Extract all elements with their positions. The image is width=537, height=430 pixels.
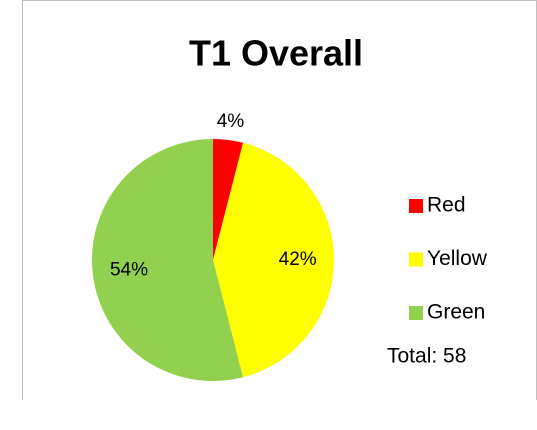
chart-title: T1 Overall bbox=[189, 33, 363, 74]
legend-swatch bbox=[409, 306, 423, 320]
pie-slice bbox=[213, 139, 244, 260]
pie-slice bbox=[91, 139, 244, 382]
pie-slice bbox=[213, 142, 334, 378]
legend-swatch bbox=[409, 199, 423, 213]
annotation: Total: 58 bbox=[387, 345, 466, 368]
legend-label: Green bbox=[427, 301, 485, 324]
legend-swatch bbox=[409, 252, 423, 267]
data-label: 54% bbox=[110, 260, 148, 281]
legend-label: Yellow bbox=[427, 247, 488, 270]
data-label: 42% bbox=[279, 249, 317, 270]
legend-label: Red bbox=[427, 194, 466, 217]
data-label: 4% bbox=[217, 111, 245, 132]
